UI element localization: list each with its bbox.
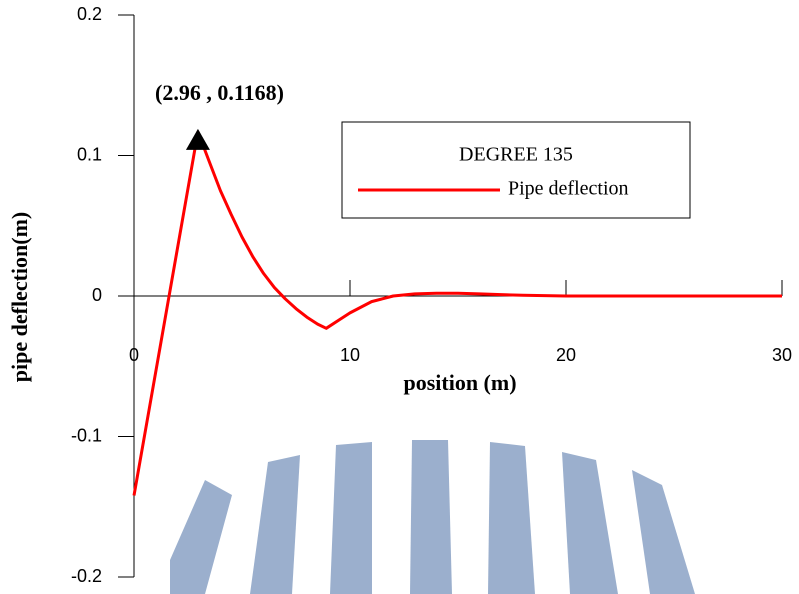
legend-label: Pipe deflection xyxy=(508,178,629,200)
legend-box xyxy=(341,121,691,219)
x-axis-label: position (m) xyxy=(403,370,516,395)
y-tick-label: -0.1 xyxy=(71,425,102,445)
data-line xyxy=(132,130,782,496)
y-tick-label: -0.2 xyxy=(71,566,102,586)
x-tick-label: 20 xyxy=(556,345,576,365)
y-tick-label: 0.1 xyxy=(77,144,102,164)
annotation: (2.96 , 0.1168) xyxy=(155,80,284,105)
annotation-marker xyxy=(185,128,210,150)
watermark xyxy=(170,440,695,594)
y-tick-label: 0.2 xyxy=(77,4,102,24)
x-tick-label: 10 xyxy=(340,345,360,365)
x-tick-label: 0 xyxy=(129,345,139,365)
y-axis-label: pipe deflection(m) xyxy=(7,212,32,382)
x-tick-label: 30 xyxy=(772,345,792,365)
legend-title: DEGREE 135 xyxy=(459,144,573,166)
y-tick-label: 0 xyxy=(92,285,102,305)
